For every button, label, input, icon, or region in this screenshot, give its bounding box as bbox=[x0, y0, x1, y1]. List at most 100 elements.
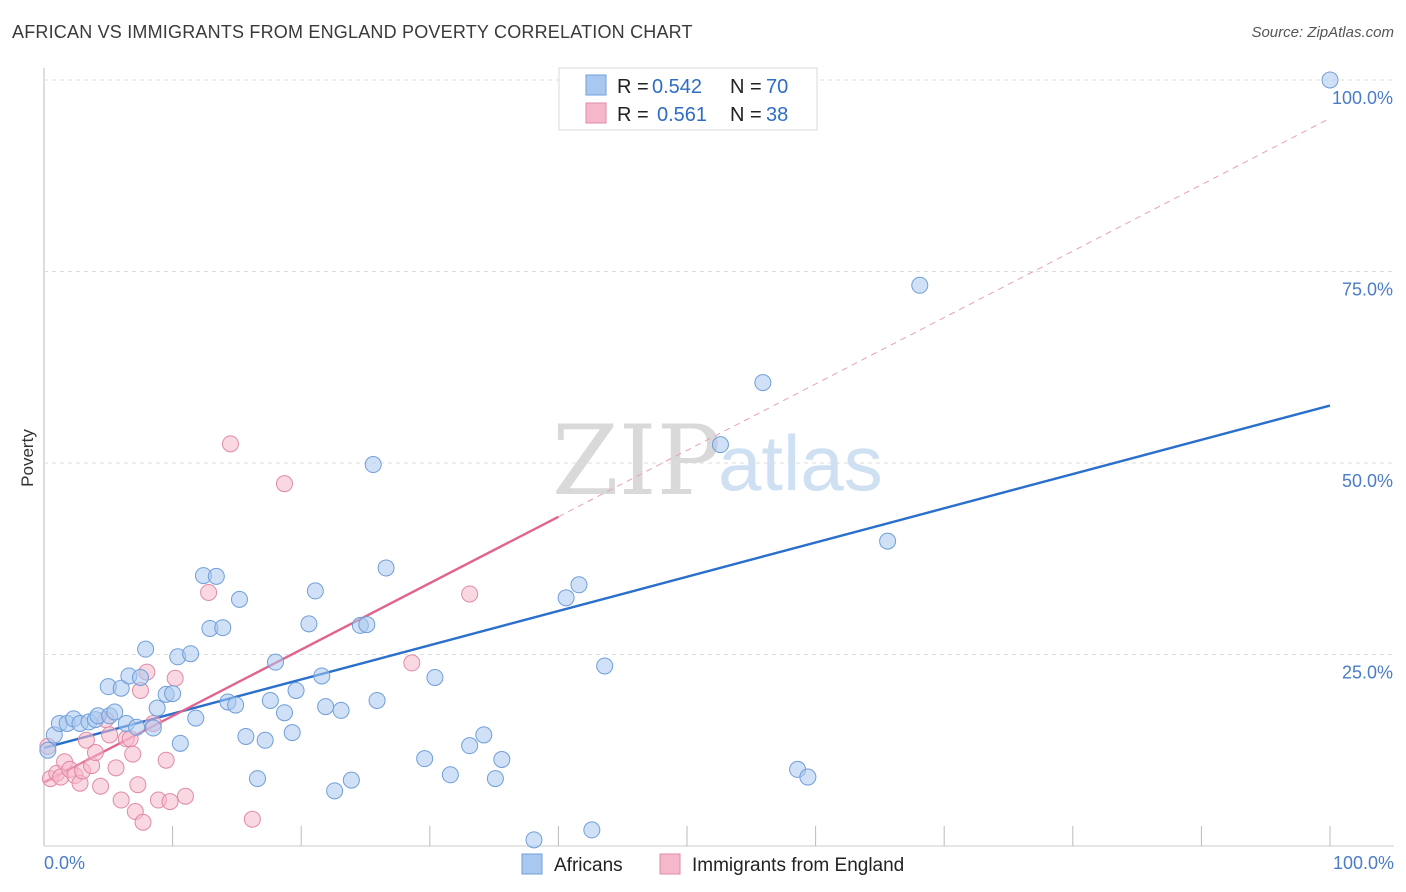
point-africans bbox=[137, 640, 155, 658]
point-africans bbox=[911, 276, 929, 294]
scatter-points bbox=[39, 71, 1339, 849]
point-immigrants-england bbox=[134, 813, 152, 831]
point-africans bbox=[287, 682, 305, 700]
point-africans bbox=[300, 615, 318, 633]
point-africans bbox=[128, 718, 146, 736]
point-africans bbox=[256, 731, 274, 749]
point-africans bbox=[879, 532, 897, 550]
y-tick-label: 75.0% bbox=[1342, 280, 1393, 300]
legend-bottom: Africans Immigrants from England bbox=[521, 853, 904, 876]
legend-r-label-2: R = bbox=[617, 104, 649, 126]
legend-r-value-2: 0.561 bbox=[657, 104, 707, 126]
point-africans bbox=[207, 567, 225, 585]
point-immigrants-england bbox=[101, 726, 119, 744]
point-africans bbox=[148, 699, 166, 717]
point-immigrants-england bbox=[112, 791, 130, 809]
source-label: Source: ZipAtlas.com bbox=[1251, 24, 1394, 41]
point-africans bbox=[416, 750, 434, 768]
point-immigrants-england bbox=[221, 435, 239, 453]
point-africans bbox=[317, 698, 335, 716]
point-africans bbox=[493, 750, 511, 768]
point-africans bbox=[441, 766, 459, 784]
point-immigrants-england bbox=[77, 731, 95, 749]
point-immigrants-england bbox=[166, 669, 184, 687]
point-immigrants-england bbox=[157, 751, 175, 769]
point-africans bbox=[227, 696, 245, 714]
point-africans bbox=[131, 668, 149, 686]
point-immigrants-england bbox=[403, 654, 421, 672]
point-africans bbox=[106, 703, 124, 721]
point-africans bbox=[171, 734, 189, 752]
point-immigrants-england bbox=[275, 475, 293, 493]
point-africans bbox=[144, 719, 162, 737]
legend-bottom-label-immigrants-england: Immigrants from England bbox=[692, 855, 904, 876]
point-africans bbox=[342, 771, 360, 789]
point-africans bbox=[275, 704, 293, 722]
legend-r-label-1: R = bbox=[617, 76, 649, 98]
legend-bottom-swatch-africans bbox=[521, 853, 543, 875]
y-tick-label: 50.0% bbox=[1342, 471, 1393, 491]
legend-bottom-label-africans: Africans bbox=[554, 855, 623, 876]
x-ticks bbox=[172, 826, 1331, 846]
legend-swatch-africans bbox=[585, 74, 607, 96]
point-africans bbox=[332, 701, 350, 719]
point-africans bbox=[237, 727, 255, 745]
y-axis-label: Poverty bbox=[18, 429, 37, 487]
point-africans bbox=[368, 691, 386, 709]
point-africans bbox=[525, 831, 543, 849]
point-africans bbox=[475, 726, 493, 744]
legend-n-value-1: 70 bbox=[766, 76, 788, 98]
legend-n-label-1: N = bbox=[730, 76, 762, 98]
point-africans bbox=[326, 782, 344, 800]
legend-n-value-2: 38 bbox=[766, 104, 788, 126]
point-africans bbox=[358, 616, 376, 634]
point-africans bbox=[596, 657, 614, 675]
point-immigrants-england bbox=[129, 776, 147, 794]
point-africans bbox=[557, 589, 575, 607]
point-immigrants-england bbox=[86, 744, 104, 762]
point-africans bbox=[799, 768, 817, 786]
chart-title: AFRICAN VS IMMIGRANTS FROM ENGLAND POVER… bbox=[12, 22, 693, 42]
point-africans bbox=[377, 559, 395, 577]
x-tick-label-min: 0.0% bbox=[44, 853, 85, 873]
point-africans bbox=[364, 456, 382, 474]
point-africans bbox=[266, 653, 284, 671]
legend-bottom-swatch-immigrants-england bbox=[659, 853, 681, 875]
legend-swatch-immigrants-england bbox=[585, 102, 607, 124]
point-africans bbox=[261, 691, 279, 709]
point-africans bbox=[583, 821, 601, 839]
point-africans bbox=[570, 576, 588, 594]
x-tick-label-max: 100.0% bbox=[1333, 853, 1394, 873]
point-africans bbox=[1321, 71, 1339, 89]
point-africans bbox=[214, 619, 232, 637]
point-africans bbox=[426, 668, 444, 686]
point-africans bbox=[754, 374, 772, 392]
point-immigrants-england bbox=[161, 793, 179, 811]
point-immigrants-england bbox=[124, 745, 142, 763]
point-africans bbox=[182, 645, 200, 663]
point-africans bbox=[461, 737, 479, 755]
legend-n-label-2: N = bbox=[730, 104, 762, 126]
point-africans bbox=[230, 590, 248, 608]
point-africans bbox=[187, 709, 205, 727]
legend-r-value-1: 0.542 bbox=[652, 76, 702, 98]
point-africans bbox=[112, 679, 130, 697]
point-immigrants-england bbox=[107, 759, 125, 777]
legend-top: R = 0.542 N = 70 R = 0.561 N = 38 bbox=[558, 67, 818, 131]
point-africans bbox=[283, 724, 301, 742]
watermark-zip: ZIP bbox=[552, 405, 721, 517]
point-immigrants-england bbox=[176, 787, 194, 805]
trendline-immigrants-england-extension bbox=[558, 117, 1331, 518]
point-africans bbox=[306, 582, 324, 600]
point-africans bbox=[39, 741, 57, 759]
trendline-africans bbox=[43, 404, 1331, 750]
point-africans bbox=[248, 770, 266, 788]
point-africans bbox=[164, 685, 182, 703]
trend-lines bbox=[43, 117, 1331, 784]
point-africans bbox=[711, 436, 729, 454]
point-immigrants-england bbox=[243, 810, 261, 828]
y-tick-labels: 25.0% 50.0% 75.0% 100.0% bbox=[1332, 88, 1393, 683]
point-immigrants-england bbox=[200, 583, 218, 601]
point-africans bbox=[313, 667, 331, 685]
